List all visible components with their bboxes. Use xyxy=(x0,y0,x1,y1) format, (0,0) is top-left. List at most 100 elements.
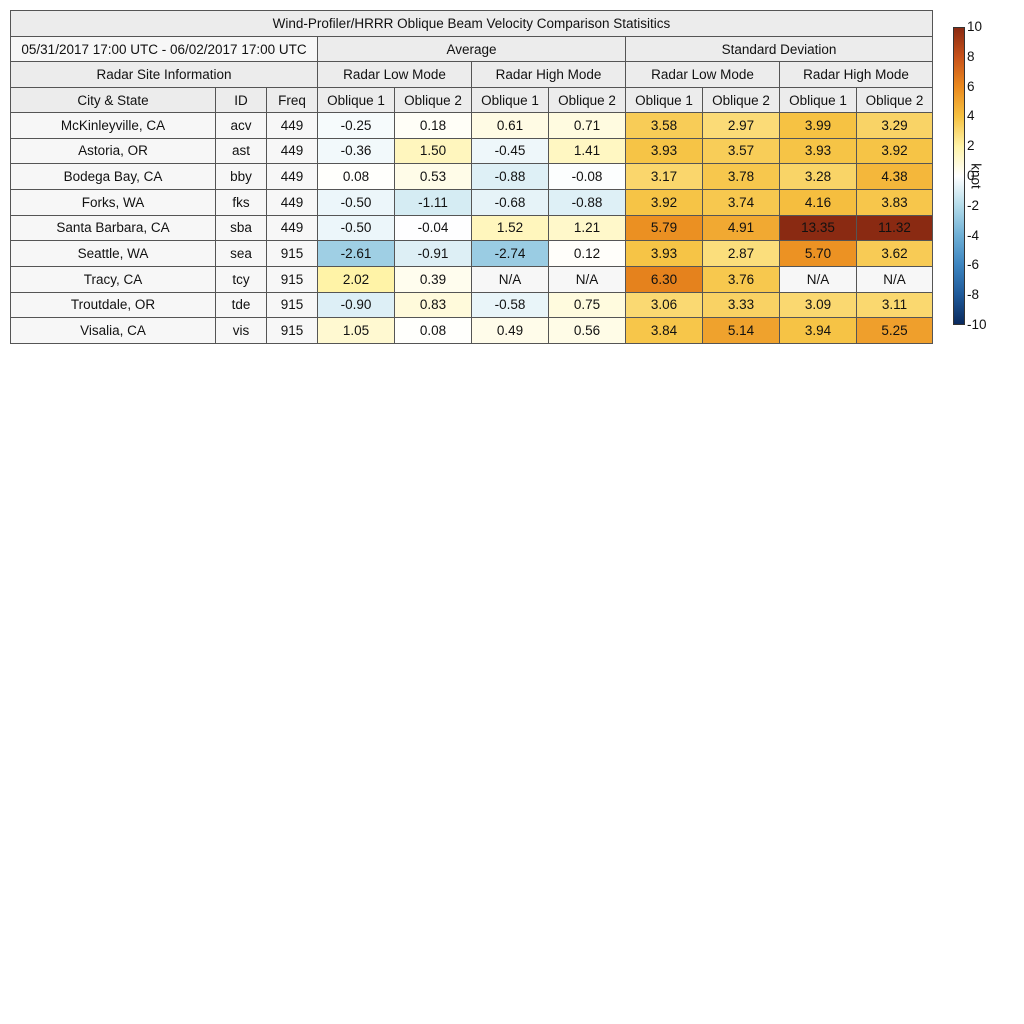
value-cell: 3.94 xyxy=(779,317,857,344)
value-cell: 3.83 xyxy=(856,189,933,216)
city-cell: Tracy, CA xyxy=(10,266,216,293)
value-cell: -0.25 xyxy=(317,112,395,139)
value-cell: 3.92 xyxy=(856,137,933,165)
value-cell: -0.36 xyxy=(317,137,395,165)
freq-cell: 449 xyxy=(266,163,318,190)
group-header: Radar Site Information xyxy=(10,61,318,88)
value-cell: 2.87 xyxy=(702,240,780,267)
value-cell: 0.08 xyxy=(317,163,395,190)
city-cell: Forks, WA xyxy=(10,189,216,216)
freq-cell: 915 xyxy=(266,291,318,319)
colorbar-tick-label: 6 xyxy=(967,78,975,94)
freq-cell: 449 xyxy=(266,112,318,139)
id-cell: fks xyxy=(215,189,267,216)
value-cell: N/A xyxy=(548,266,626,293)
value-cell: 3.84 xyxy=(625,317,703,344)
id-cell: acv xyxy=(215,112,267,139)
value-cell: 0.53 xyxy=(394,163,472,190)
id-cell: ast xyxy=(215,137,267,165)
value-cell: 0.75 xyxy=(548,291,626,319)
value-cell: 1.21 xyxy=(548,214,626,242)
column-header: Oblique 2 xyxy=(548,87,626,113)
value-cell: 3.99 xyxy=(779,112,857,139)
value-cell: 3.58 xyxy=(625,112,703,139)
column-header: Oblique 1 xyxy=(317,87,395,113)
table-title: Wind-Profiler/HRRR Oblique Beam Velocity… xyxy=(10,10,933,37)
value-cell: 3.93 xyxy=(625,137,703,165)
column-header: Oblique 1 xyxy=(471,87,549,113)
value-cell: 3.92 xyxy=(625,189,703,216)
value-cell: -1.11 xyxy=(394,189,472,216)
value-cell: 0.71 xyxy=(548,112,626,139)
value-cell: -0.45 xyxy=(471,137,549,165)
column-header: Oblique 1 xyxy=(625,87,703,113)
value-cell: 1.41 xyxy=(548,137,626,165)
city-cell: Santa Barbara, CA xyxy=(10,214,216,242)
mode-header: Radar Low Mode xyxy=(625,61,780,88)
date-range: 05/31/2017 17:00 UTC - 06/02/2017 17:00 … xyxy=(10,36,318,62)
colorbar-tick-label: 8 xyxy=(967,48,975,64)
value-cell: 3.33 xyxy=(702,291,780,319)
value-cell: -0.88 xyxy=(471,163,549,190)
value-cell: 3.62 xyxy=(856,240,933,267)
value-cell: -0.90 xyxy=(317,291,395,319)
value-cell: 4.91 xyxy=(702,214,780,242)
freq-cell: 915 xyxy=(266,317,318,344)
value-cell: -0.50 xyxy=(317,189,395,216)
city-cell: Seattle, WA xyxy=(10,240,216,267)
colorbar-tick-label: 10 xyxy=(967,19,983,34)
value-cell: -2.61 xyxy=(317,240,395,267)
value-cell: 0.08 xyxy=(394,317,472,344)
freq-cell: 449 xyxy=(266,137,318,165)
value-cell: 3.57 xyxy=(702,137,780,165)
value-cell: 2.97 xyxy=(702,112,780,139)
value-cell: 6.30 xyxy=(625,266,703,293)
value-cell: 1.05 xyxy=(317,317,395,344)
freq-cell: 449 xyxy=(266,214,318,242)
colorbar-tick-label: -10 xyxy=(967,317,987,332)
value-cell: 0.18 xyxy=(394,112,472,139)
value-cell: N/A xyxy=(856,266,933,293)
value-cell: 4.38 xyxy=(856,163,933,190)
mode-header: Radar High Mode xyxy=(779,61,933,88)
value-cell: 3.29 xyxy=(856,112,933,139)
colorbar-tick-label: -6 xyxy=(967,257,980,273)
column-header: Freq xyxy=(266,87,318,113)
value-cell: 0.83 xyxy=(394,291,472,319)
value-cell: 3.76 xyxy=(702,266,780,293)
city-cell: Visalia, CA xyxy=(10,317,216,344)
city-cell: Astoria, OR xyxy=(10,137,216,165)
value-cell: 5.25 xyxy=(856,317,933,344)
value-cell: 3.93 xyxy=(779,137,857,165)
id-cell: sba xyxy=(215,214,267,242)
value-cell: -0.88 xyxy=(548,189,626,216)
colorbar-tick-label: -4 xyxy=(967,227,980,243)
value-cell: -0.91 xyxy=(394,240,472,267)
value-cell: 0.12 xyxy=(548,240,626,267)
colorbar xyxy=(953,27,965,325)
value-cell: 13.35 xyxy=(779,214,857,242)
column-header: City & State xyxy=(10,87,216,113)
value-cell: 3.78 xyxy=(702,163,780,190)
value-cell: 5.70 xyxy=(779,240,857,267)
value-cell: 5.79 xyxy=(625,214,703,242)
value-cell: N/A xyxy=(471,266,549,293)
value-cell: N/A xyxy=(779,266,857,293)
value-cell: 11.32 xyxy=(856,214,933,242)
value-cell: 0.61 xyxy=(471,112,549,139)
value-cell: 0.39 xyxy=(394,266,472,293)
value-cell: 1.52 xyxy=(471,214,549,242)
id-cell: tde xyxy=(215,291,267,319)
id-cell: bby xyxy=(215,163,267,190)
value-cell: -0.68 xyxy=(471,189,549,216)
id-cell: vis xyxy=(215,317,267,344)
freq-cell: 915 xyxy=(266,240,318,267)
colorbar-tick-label: 0 xyxy=(967,168,975,183)
value-cell: -0.04 xyxy=(394,214,472,242)
value-cell: 1.50 xyxy=(394,137,472,165)
value-cell: -0.50 xyxy=(317,214,395,242)
city-cell: Troutdale, OR xyxy=(10,291,216,319)
colorbar-tick-label: 4 xyxy=(967,108,975,124)
value-cell: 3.28 xyxy=(779,163,857,190)
